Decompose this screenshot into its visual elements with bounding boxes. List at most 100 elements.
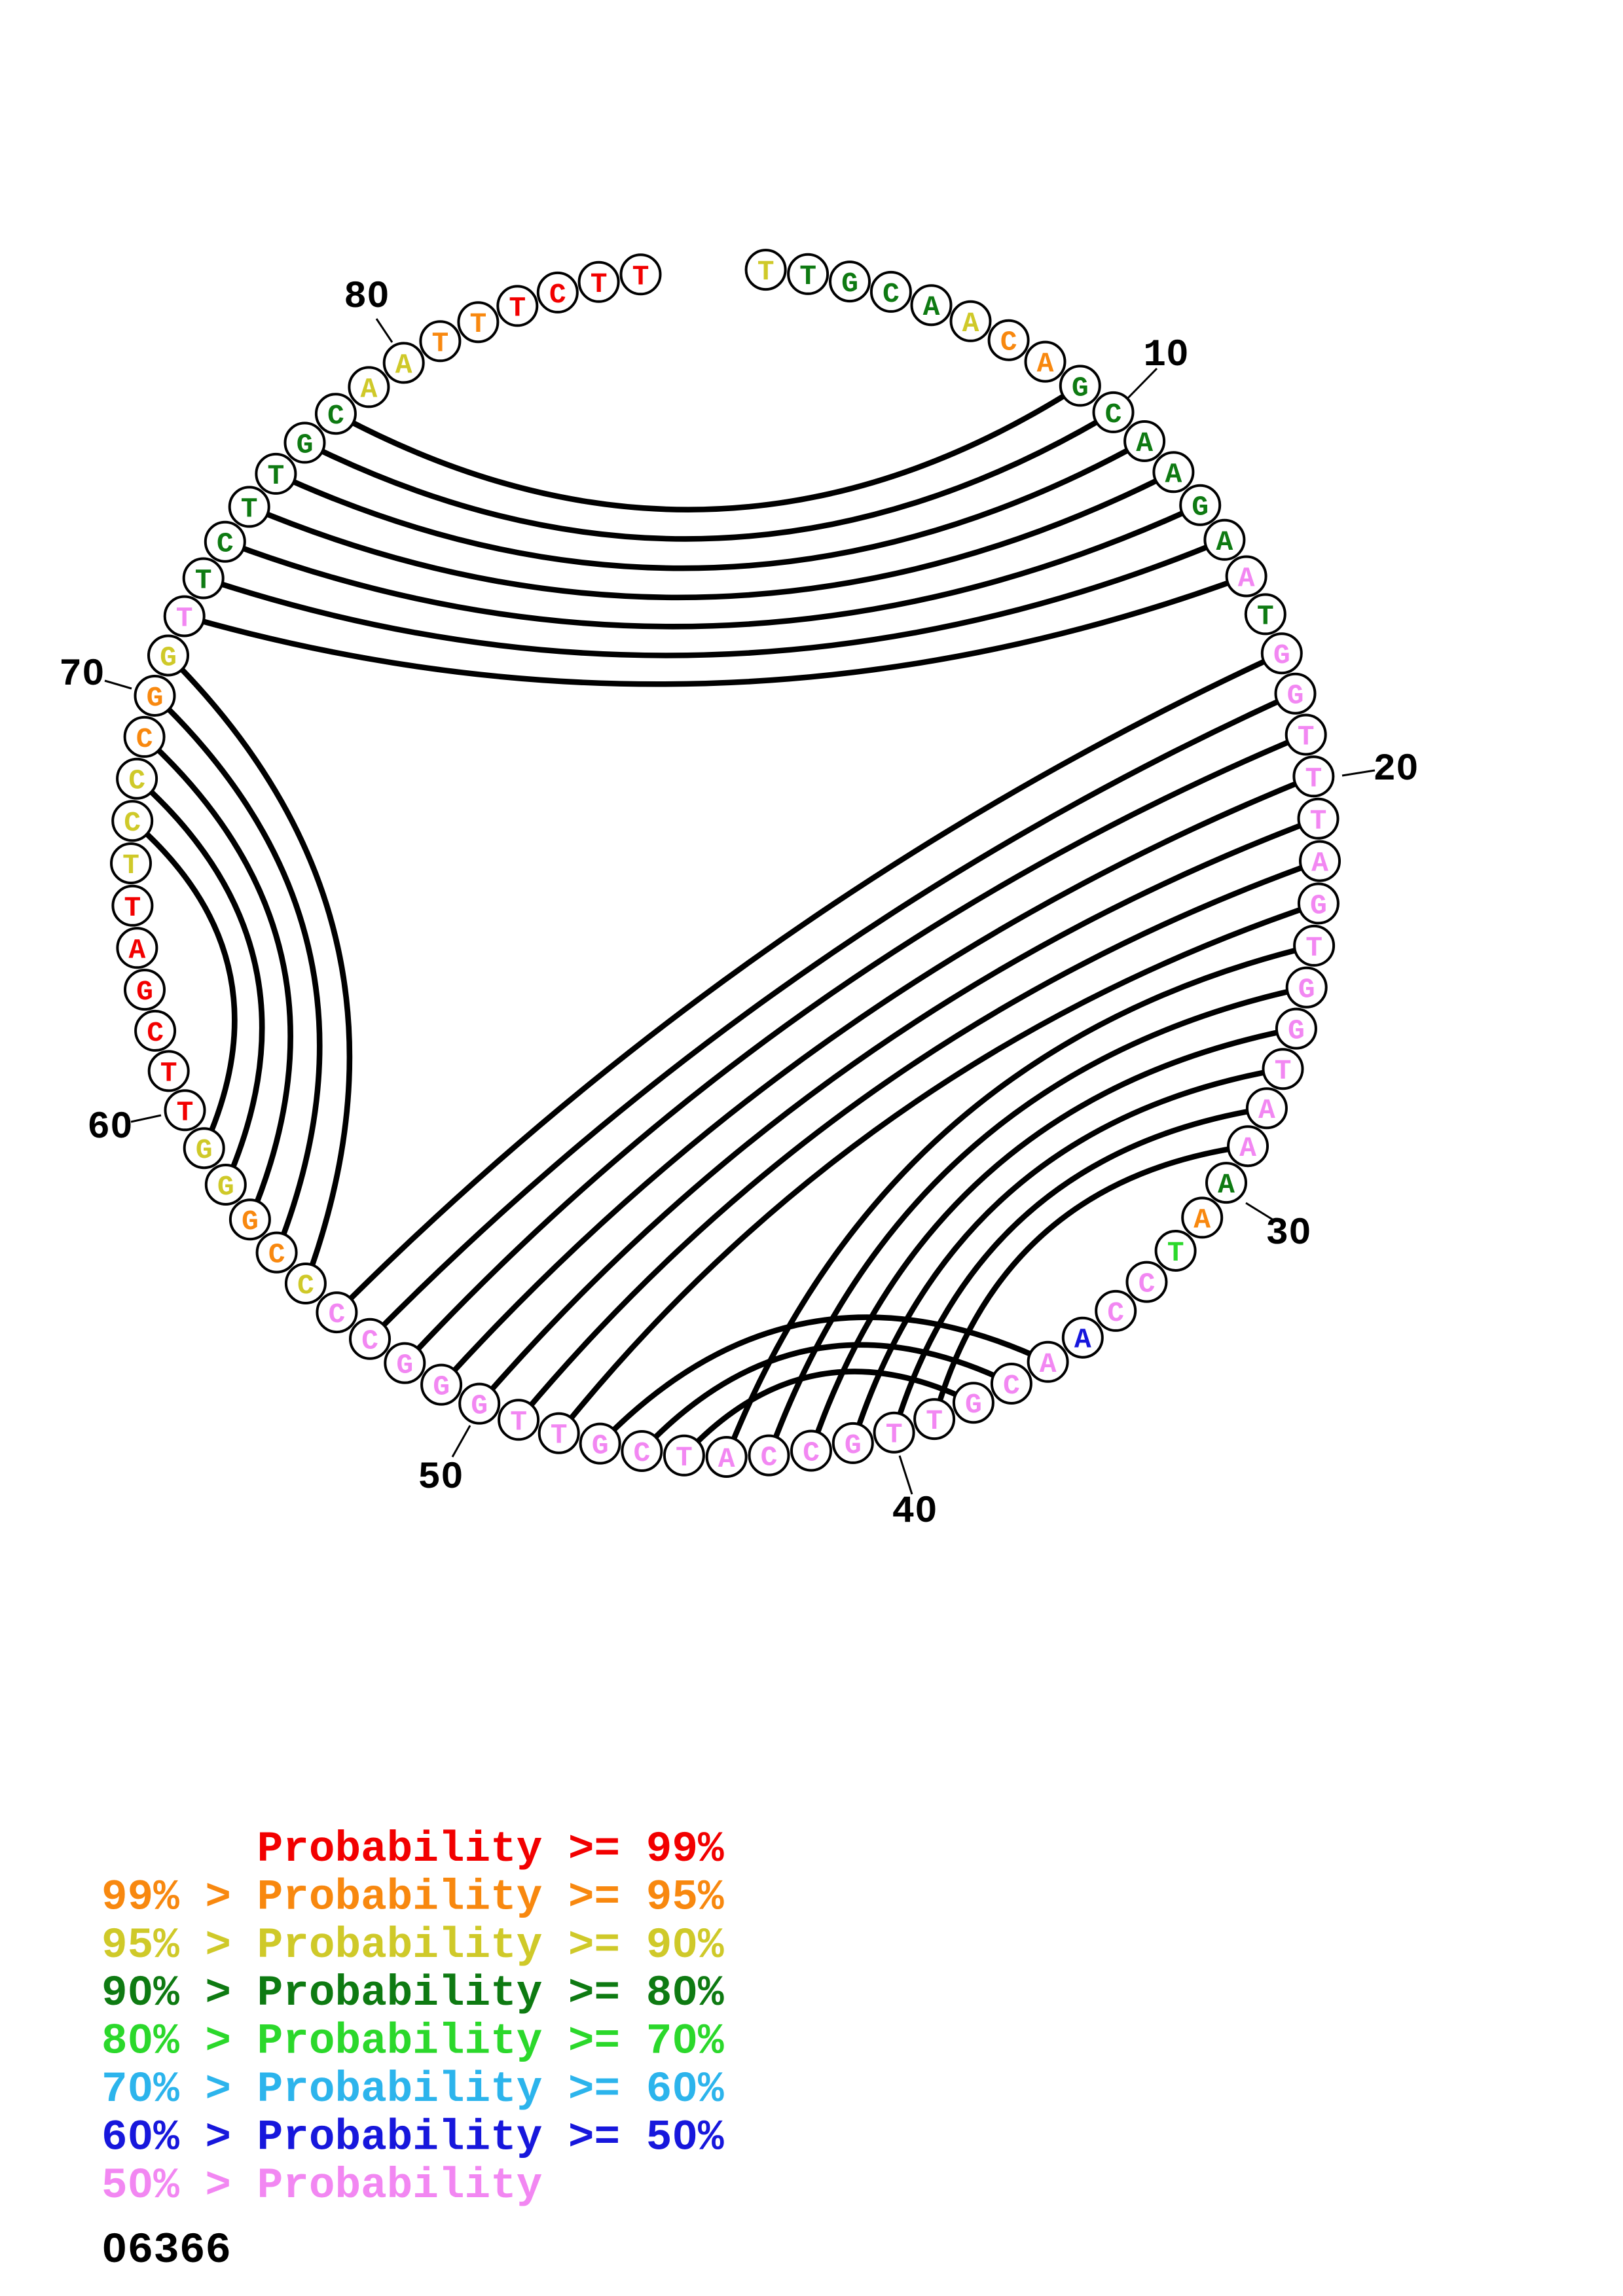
svg-text:80: 80 [344, 276, 390, 319]
svg-text:20: 20 [1373, 749, 1419, 791]
svg-text:G: G [297, 429, 314, 461]
svg-text:T: T [241, 493, 258, 525]
svg-text:T: T [1305, 932, 1322, 964]
svg-text:G: G [160, 642, 177, 674]
svg-text:G: G [1273, 639, 1290, 672]
svg-text:G: G [1192, 492, 1209, 524]
svg-text:70: 70 [59, 654, 105, 696]
svg-text:A: A [1136, 427, 1153, 459]
svg-text:G: G [1072, 372, 1089, 404]
svg-text:30: 30 [1266, 1213, 1311, 1255]
svg-text:A: A [1216, 526, 1233, 558]
svg-text:G: G [396, 1350, 413, 1382]
svg-text:70% > Probability >= 60%: 70% > Probability >= 60% [101, 2065, 724, 2114]
svg-text:C: C [328, 1299, 345, 1331]
svg-text:T: T [632, 260, 649, 293]
svg-text:T: T [1298, 721, 1315, 753]
svg-text:80% > Probability >= 70%: 80% > Probability >= 70% [101, 2017, 724, 2066]
svg-text:C: C [327, 400, 344, 432]
svg-text:95% > Probability >= 90%: 95% > Probability >= 90% [101, 1921, 724, 1970]
svg-text:A: A [1218, 1169, 1235, 1201]
svg-text:T: T [591, 268, 608, 300]
svg-text:90% > Probability >= 80%: 90% > Probability >= 80% [101, 1969, 724, 2018]
svg-text:A: A [962, 308, 979, 340]
svg-text:T: T [551, 1420, 568, 1452]
svg-text:T: T [177, 1096, 194, 1128]
svg-text:G: G [217, 1171, 234, 1203]
svg-text:C: C [1000, 327, 1017, 359]
svg-text:T: T [886, 1419, 903, 1451]
svg-text:T: T [124, 892, 141, 924]
svg-text:T: T [469, 308, 486, 340]
svg-text:C: C [761, 1442, 778, 1474]
svg-text:C: C [1003, 1370, 1020, 1402]
svg-text:G: G [1288, 1015, 1305, 1047]
svg-text:06366: 06366 [101, 2226, 231, 2275]
svg-text:Probability >= 99%: Probability >= 99% [101, 1825, 724, 1874]
svg-text:T: T [267, 460, 284, 492]
svg-text:A: A [395, 349, 412, 381]
svg-text:T: T [1275, 1055, 1292, 1087]
svg-text:A: A [1258, 1094, 1275, 1126]
svg-text:50% > Probability: 50% > Probability [101, 2161, 542, 2210]
svg-text:C: C [217, 528, 234, 560]
svg-text:T: T [799, 260, 816, 293]
svg-text:T: T [509, 292, 526, 324]
svg-text:G: G [136, 976, 153, 1008]
svg-text:60% > Probability >= 50%: 60% > Probability >= 50% [101, 2113, 724, 2162]
svg-text:G: G [196, 1134, 213, 1166]
svg-text:A: A [1074, 1324, 1091, 1356]
svg-text:C: C [803, 1437, 820, 1469]
svg-text:T: T [160, 1057, 177, 1089]
svg-text:C: C [1105, 399, 1122, 431]
svg-text:G: G [1298, 974, 1315, 1006]
svg-text:G: G [147, 682, 164, 714]
svg-text:C: C [549, 279, 566, 311]
svg-text:G: G [841, 268, 858, 300]
svg-text:C: C [147, 1017, 164, 1049]
svg-text:G: G [242, 1206, 259, 1238]
svg-text:A: A [718, 1443, 735, 1475]
svg-text:A: A [1037, 348, 1054, 380]
svg-text:A: A [1238, 563, 1255, 595]
svg-text:T: T [510, 1406, 527, 1438]
svg-text:A: A [1239, 1132, 1256, 1164]
svg-text:A: A [1194, 1204, 1211, 1236]
svg-text:C: C [883, 278, 900, 310]
svg-text:T: T [1257, 600, 1274, 632]
svg-text:T: T [926, 1405, 943, 1437]
svg-text:G: G [1287, 680, 1304, 712]
svg-text:C: C [124, 807, 141, 839]
svg-text:A: A [1040, 1348, 1057, 1380]
svg-text:G: G [965, 1389, 982, 1421]
svg-text:T: T [1167, 1237, 1184, 1269]
svg-text:C: C [136, 723, 153, 755]
svg-text:G: G [845, 1429, 862, 1462]
svg-text:C: C [297, 1270, 314, 1302]
svg-text:10: 10 [1143, 334, 1189, 377]
svg-text:50: 50 [418, 1457, 464, 1499]
svg-text:40: 40 [892, 1491, 938, 1534]
svg-text:T: T [176, 603, 193, 635]
svg-text:G: G [433, 1371, 450, 1403]
svg-text:A: A [1165, 458, 1182, 490]
svg-text:G: G [471, 1390, 488, 1422]
svg-text:C: C [128, 765, 145, 797]
svg-text:T: T [1310, 805, 1327, 837]
svg-text:60: 60 [87, 1107, 133, 1149]
svg-text:G: G [1310, 889, 1327, 922]
svg-text:C: C [633, 1437, 650, 1469]
svg-text:A: A [128, 934, 145, 966]
svg-text:C: C [1107, 1297, 1124, 1329]
svg-text:G: G [592, 1430, 609, 1462]
svg-text:T: T [122, 850, 139, 882]
svg-text:C: C [361, 1325, 378, 1357]
svg-text:C: C [1139, 1268, 1156, 1300]
svg-text:A: A [360, 373, 377, 405]
svg-text:T: T [1305, 762, 1322, 795]
svg-text:A: A [923, 291, 940, 323]
svg-text:T: T [757, 256, 775, 288]
svg-text:99% > Probability >= 95%: 99% > Probability >= 95% [101, 1873, 724, 1922]
svg-text:T: T [431, 327, 448, 359]
svg-text:A: A [1311, 848, 1328, 880]
